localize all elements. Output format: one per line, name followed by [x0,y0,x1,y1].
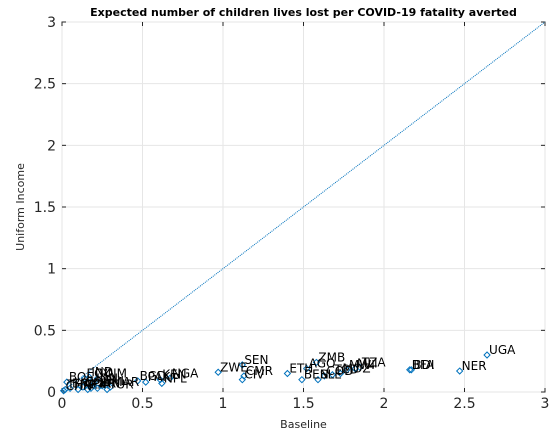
data-point [351,364,359,373]
y-tick-label: 1.5 [34,200,56,216]
data-point-label: EGY [87,366,111,380]
data-point [483,351,491,359]
data-point [303,364,311,373]
y-tick-label: 1 [47,262,56,278]
data-point [63,378,71,386]
data-point-label: CHN [66,379,92,393]
data-point-label: MLI [357,357,378,371]
data-point-label: THA [66,378,92,392]
y-tick-label: 2 [47,138,56,154]
data-point-label: NPL [164,371,187,385]
data-point [79,383,87,391]
data-point [158,379,166,388]
data-point-label: COL [85,375,110,389]
data-point [66,384,74,393]
data-point-label: BDI [413,358,434,372]
data-point-label: TUR [108,378,133,392]
data-point [455,367,464,375]
y-tick-label: 2.5 [34,77,56,93]
data-point [298,375,306,384]
x-tick-label: 1.5 [292,396,314,412]
data-point-label: ZWE [220,360,248,374]
data-point-label: KEN [162,368,186,382]
data-point-label: ZMB [318,350,345,364]
data-point [74,385,82,394]
data-point-label: TCD [333,363,358,377]
data-point-label: IRN [99,376,120,390]
data-point-label: CMR [246,364,273,378]
y-tick-label: 0 [47,385,56,401]
data-point-label: CIV [244,368,265,382]
data-point-label: IND [91,365,113,379]
data-point [85,373,94,381]
x-tick-label: 2 [380,396,389,412]
data-point [407,366,416,374]
axes: 0 0.5 1 1.5 2 2.5 3 0 0.5 1 1.5 2 2.5 3 [34,15,550,412]
data-point-label: MWI [349,358,375,372]
data-point [406,366,414,374]
x-tick-label: 0.5 [131,396,153,412]
data-point [93,374,102,383]
data-point [356,363,364,372]
reference-line [61,21,546,393]
y-tick-label: 3 [47,15,56,31]
data-point [343,366,351,374]
data-point-label: TZA [361,355,387,369]
data-point [142,378,150,386]
data-point-label: COD [326,364,353,378]
data-point-label: BOL [69,370,93,384]
data-point [283,369,292,378]
data-point [214,368,222,376]
x-tick-label: 3 [541,396,550,412]
data-point [103,385,111,394]
data-point [93,384,102,393]
data-point [90,379,98,388]
data-point [80,374,89,383]
data-point-label: AGO [309,357,336,371]
data-point [320,372,329,380]
data-point-label: IDN [96,371,118,385]
data-point-label: UGA [489,343,516,357]
data-point-label: PAK [148,370,172,384]
data-point [84,385,92,394]
data-point [238,375,247,384]
data-point [312,358,321,367]
data-point [106,383,115,391]
data-point-label: NER [462,359,487,373]
data-point-label: BFA [412,358,435,372]
data-point [314,375,322,384]
data-point [328,371,337,379]
data-point-label: ZAF [90,378,113,392]
data-point [166,374,174,383]
chart-title: Expected number of children lives lost p… [90,6,517,19]
diagonal-line [61,21,546,393]
data-point-label: VNM [99,366,127,380]
data-point-label: ETH [289,362,313,376]
x-tick-label: 2.5 [453,396,475,412]
x-axis-label: Baseline [280,418,327,431]
data-point [59,387,68,395]
data-point [98,382,106,390]
data-point-label: BEN [304,368,329,382]
y-tick-label: 0.5 [34,323,56,339]
data-point [133,377,142,385]
data-point-label: SEN [244,353,268,367]
data-point-label: MAR [112,375,139,389]
data-point [336,369,345,378]
x-tick-label: 0 [58,396,67,412]
x-tick-label: 1 [219,396,228,412]
data-point-label: BGD [140,369,167,383]
y-axis-label: Uniform Income [14,163,27,251]
data-point-label: SLE [320,368,342,382]
data-point-label: NGA [172,366,199,380]
data-point [238,361,247,369]
data-point-label: MOZ [343,362,371,376]
